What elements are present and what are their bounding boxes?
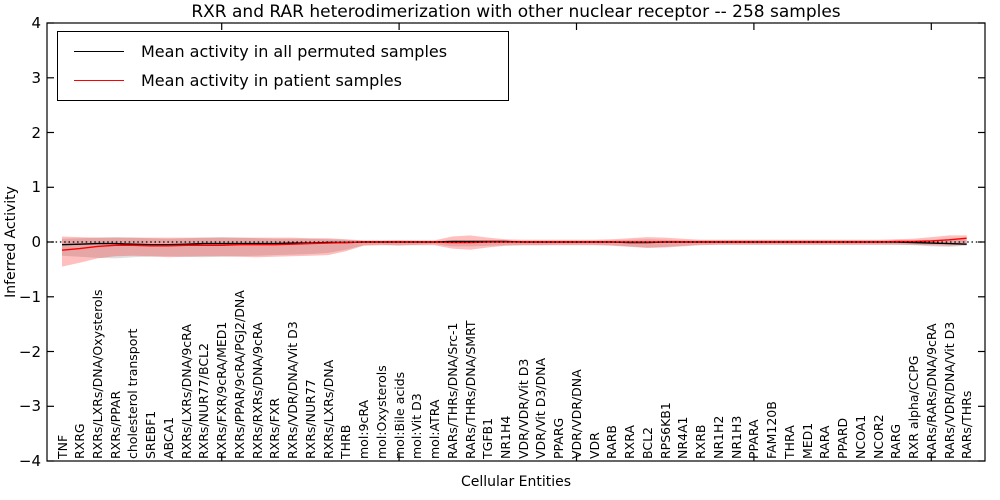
x-category-label: RARG: [888, 423, 904, 459]
x-category-label: mol:9cRA: [356, 399, 372, 459]
y-tick-label: 4: [31, 14, 41, 32]
x-category-label: RXRs/FXR/9cRA/MED1: [214, 321, 230, 459]
x-category-label: TNF: [54, 434, 70, 459]
x-category-label: SREBF1: [143, 410, 159, 459]
legend-item-label: Mean activity in all permuted samples: [141, 42, 448, 61]
x-category-label: RXRs/NUR77/BCL2: [196, 343, 212, 459]
y-tick-label: −4: [18, 452, 41, 470]
legend-item: Mean activity in all permuted samples: [58, 37, 508, 66]
x-category-label: RXRs/LXRs/DNA/9cRA: [178, 324, 194, 459]
x-category-label: RXRs/LXRs/DNA: [320, 359, 336, 459]
x-category-label: RXRs/PPAR: [107, 390, 123, 459]
x-category-label: RARs/THRs: [959, 390, 975, 459]
x-category-label: RARs/THRs/DNA/Src-1: [444, 322, 460, 459]
x-category-label: NR4A1: [675, 416, 691, 460]
x-category-label: RARA: [817, 425, 833, 459]
x-category-label: PPARD: [835, 417, 851, 459]
x-category-label: ABCA1: [160, 416, 176, 459]
x-category-label: RXRs/FXR: [267, 397, 283, 459]
x-category-label: RARs/THRs/DNA/SMRT: [462, 320, 478, 459]
x-category-label: RXRs/LXRs/DNA/Oxysterols: [89, 289, 105, 459]
x-category-label: FAM120B: [764, 401, 780, 459]
x-category-label: MED1: [799, 422, 815, 459]
legend-item-label: Mean activity in patient samples: [141, 71, 402, 90]
x-category-label: RXRB: [693, 424, 709, 459]
x-category-label: PPARG: [551, 417, 567, 459]
x-category-label: mol:Bile acids: [391, 371, 407, 459]
x-category-label: RPS6KB1: [657, 402, 673, 459]
x-category-label: BCL2: [639, 426, 655, 459]
y-tick-label: −1: [18, 287, 41, 306]
x-category-label: VDR/VDR/DNA: [568, 369, 584, 459]
x-category-label: NR1H2: [710, 415, 726, 459]
x-category-label: mol:ATRA: [427, 399, 443, 459]
y-tick-label: 3: [31, 68, 41, 87]
legend-line-sample: [74, 51, 124, 52]
x-category-label: NCOA1: [852, 414, 868, 459]
x-category-label: RXRs/RXRs/DNA/9cRA: [249, 322, 265, 459]
x-category-label: THRA: [781, 425, 797, 459]
legend-item: Mean activity in patient samples: [58, 66, 508, 95]
x-axis-label: Cellular Entities: [460, 474, 572, 490]
y-tick-label: −3: [18, 397, 41, 416]
x-category-label: NR1H3: [728, 415, 744, 459]
series-line-1: [61, 237, 967, 251]
y-tick-label: 0: [31, 233, 41, 251]
x-category-label: VDR/VDR/Vit D3: [515, 358, 531, 459]
y-tick-label: 2: [31, 123, 41, 142]
x-category-label: RARs/VDR/DNA/Vit D3: [941, 321, 957, 459]
legend-line-sample: [74, 80, 124, 81]
x-category-label: cholesterol transport: [125, 328, 141, 459]
x-category-label: mol:Vit D3: [409, 393, 425, 459]
chart-title: RXR and RAR heterodimerization with othe…: [191, 2, 841, 22]
x-category-label: PPARA: [746, 419, 762, 459]
x-category-label: NCOR2: [870, 414, 886, 459]
y-tick-label: 1: [31, 178, 41, 197]
x-category-label: NR1H4: [498, 415, 513, 459]
x-category-label: RXRG: [72, 423, 88, 459]
x-category-label: RXRA: [622, 425, 638, 459]
x-category-label: TGFB1: [480, 417, 496, 459]
x-category-label: VDR: [586, 432, 602, 459]
y-tick-label: −2: [18, 342, 41, 361]
x-category-label: RARB: [604, 425, 620, 459]
x-category-label: VDR/Vit D3/DNA: [533, 357, 549, 459]
x-category-label: RXRs/VDR/DNA/Vit D3: [285, 321, 301, 459]
legend: Mean activity in all permuted samples Mea…: [57, 31, 509, 101]
x-category-label: THRB: [338, 424, 354, 459]
x-category-label: RARs/RARs/DNA/9cRA: [923, 323, 939, 459]
x-category-label: RXRs/PPAR/9cRA/PGJ2/DNA: [231, 290, 247, 459]
x-category-label: mol:Oxysterols: [373, 365, 389, 459]
patient-samples-band: [62, 235, 967, 267]
x-category-label: RXR alpha/CCPG: [906, 355, 922, 459]
x-category-label: RXRs/NUR77: [302, 379, 318, 459]
